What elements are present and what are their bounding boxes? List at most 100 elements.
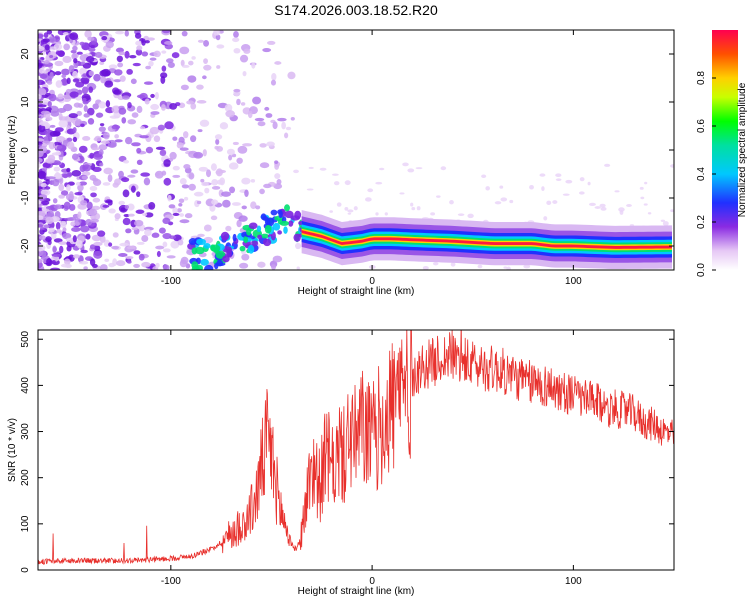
spectrogram-noise-blob (61, 68, 70, 76)
spectrogram-noise-blob (295, 242, 302, 250)
spectrogram-noise-blob (66, 184, 71, 192)
spectrogram-noise-dot (639, 186, 644, 190)
spectrogram-noise-blob (206, 169, 211, 178)
spectrogram-noise-dot (410, 202, 414, 207)
spectrogram-noise-blob (154, 170, 164, 179)
spectrogram-noise-blob (216, 146, 224, 152)
spectrogram-noise-blob (73, 102, 81, 108)
spectrogram-noise-blob (247, 110, 253, 119)
spectrogram-noise-blob (277, 117, 287, 122)
colorbar-tick-label: 0.2 (696, 215, 707, 229)
spectrogram-noise-blob (216, 44, 225, 49)
spectrogram-noise-blob (47, 101, 52, 108)
spectrogram-noise-blob (80, 249, 88, 254)
spectrogram-noise-blob (172, 136, 178, 141)
spectrogram-noise-dot (402, 162, 409, 167)
spectrogram-noise-blob (215, 138, 220, 145)
spectrogram-noise-blob (113, 89, 122, 95)
spectrogram-noise-blob (231, 202, 241, 206)
spectrogram-noise-blob (118, 200, 125, 206)
spectrogram-ridge-blob (256, 225, 262, 233)
spectrogram-noise-blob (126, 68, 133, 75)
spectrogram-noise-dot (643, 203, 648, 206)
spectrogram-noise-blob (116, 55, 123, 63)
spectrogram-noise-dot (353, 206, 358, 211)
spectrogram-noise-dot (529, 185, 534, 190)
spectrogram-noise-blob (58, 241, 68, 245)
spectrogram-noise-blob (53, 238, 63, 243)
snr-ytick-label: 100 (20, 515, 31, 532)
spectrogram-noise-blob (133, 263, 141, 268)
spectrogram-noise-blob (151, 232, 160, 238)
spectrogram-noise-blob (180, 84, 189, 91)
spectrogram-noise-dot (467, 213, 474, 219)
spectrogram-noise-dot (415, 167, 423, 170)
spectrogram-noise-dot (329, 210, 334, 213)
spectrogram-noise-blob (58, 194, 65, 199)
spectrogram-noise-blob (184, 213, 193, 219)
colorbar-tick-label: 0.4 (696, 167, 707, 181)
spectrogram-noise-blob (271, 264, 277, 270)
spectrogram-noise-dot (407, 168, 415, 173)
spectrogram-noise-blob (112, 232, 119, 238)
spectrogram-noise-blob (144, 228, 152, 237)
spectrogram-noise-blob (51, 260, 57, 265)
spectrogram-ridge-blob (239, 245, 246, 252)
spectrogram-noise-blob (66, 167, 71, 173)
spectrogram-noise-dot (543, 216, 548, 221)
spectrogram-ridge-blob (248, 222, 258, 230)
spectrogram-noise-blob (179, 219, 190, 224)
spectrogram-noise-blob (162, 30, 171, 34)
spectrogram-noise-blob (46, 30, 53, 35)
spectrogram-noise-blob (122, 189, 130, 198)
spectrogram-noise-blob (158, 227, 166, 234)
spectrogram-noise-blob (47, 135, 53, 142)
spectrogram-noise-blob (272, 255, 283, 263)
spectrogram-noise-blob (244, 189, 249, 198)
spectrogram-noise-blob (66, 141, 75, 150)
spectrogram-noise-blob (92, 166, 102, 173)
spectrogram-noise-blob (38, 158, 43, 163)
spectrogram-noise-blob (40, 56, 45, 61)
spectrogram-noise-blob (130, 78, 137, 85)
spectrogram-noise-blob (69, 32, 79, 41)
spectrogram-noise-blob (181, 184, 190, 189)
spectrogram-noise-blob (75, 81, 85, 88)
spectrogram-noise-blob (93, 241, 103, 246)
snr-xtick-label: 100 (565, 576, 582, 587)
spectrogram-noise-blob (229, 186, 236, 194)
spectrogram-noise-blob (162, 248, 171, 253)
spectrogram-noise-blob (163, 159, 171, 167)
spectrogram-noise-dot (523, 264, 531, 269)
spectrogram-ridge-blob (257, 234, 263, 240)
snr-xtick-label: -100 (161, 576, 181, 587)
spectrogram-noise-dot (384, 212, 388, 216)
spectrogram-noise-blob (111, 124, 121, 130)
spectrogram-noise-blob (274, 160, 279, 164)
spectrogram-ridge-blob (222, 255, 230, 263)
spectrogram-noise-blob (197, 233, 205, 237)
spectrogram-noise-blob (164, 41, 173, 45)
spectrogram-noise-dot (449, 200, 454, 205)
spectrogram-noise-dot (500, 197, 508, 202)
spectrogram-ridge-blob (196, 238, 207, 246)
spectrogram-noise-blob (83, 113, 90, 118)
spectrogram-noise-blob (153, 135, 161, 143)
spectrogram-noise-blob (67, 216, 77, 221)
spectrogram-ytick-label: -10 (20, 190, 31, 205)
spectrogram-noise-blob (69, 91, 79, 98)
spectrogram-noise-blob (94, 51, 103, 58)
spectrogram-ridge-blob (264, 218, 271, 225)
spectrogram-noise-blob (89, 258, 96, 266)
spectrogram-noise-blob (45, 68, 51, 73)
spectrogram-noise-blob (215, 168, 223, 177)
spectrogram-noise-blob (117, 62, 124, 68)
spectrogram-noise-blob (171, 52, 180, 59)
spectrogram-ridge-blob (243, 235, 248, 244)
spectrogram-noise-blob (107, 200, 113, 206)
spectrogram-noise-blob (82, 136, 91, 141)
spectrogram-noise-blob (243, 48, 251, 54)
spectrogram-noise-blob (290, 116, 295, 121)
spectrogram-noise-blob (179, 178, 187, 185)
